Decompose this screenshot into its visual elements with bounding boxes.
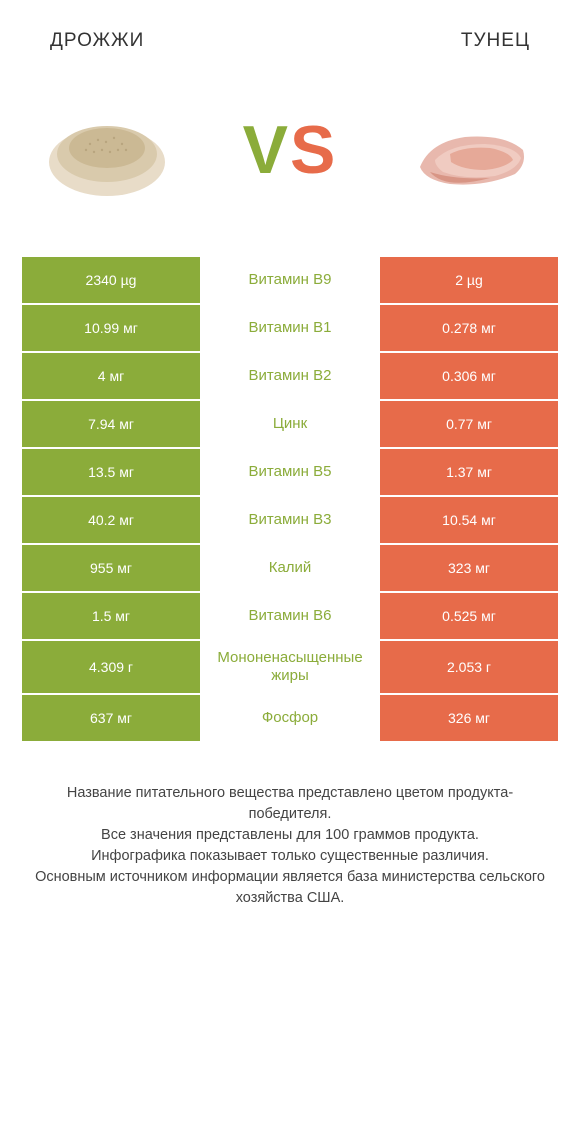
nutrient-name: Витамин B5 <box>200 449 380 495</box>
images-row: VS <box>0 62 580 257</box>
vs-label: VS <box>243 111 338 189</box>
left-value: 2340 µg <box>22 257 200 303</box>
right-value: 1.37 мг <box>380 449 558 495</box>
nutrient-name: Витамин B9 <box>200 257 380 303</box>
comparison-table: 2340 µgВитамин B92 µg10.99 мгВитамин B10… <box>0 257 580 743</box>
table-row: 2340 µgВитамин B92 µg <box>22 257 558 305</box>
footer-line-4: Основным источником информации является … <box>26 867 554 909</box>
table-row: 955 мгКалий323 мг <box>22 545 558 593</box>
nutrient-name: Витамин B6 <box>200 593 380 639</box>
nutrient-name: Витамин B1 <box>200 305 380 351</box>
right-value: 0.306 мг <box>380 353 558 399</box>
right-value: 323 мг <box>380 545 558 591</box>
table-row: 637 мгФосфор326 мг <box>22 695 558 743</box>
left-value: 955 мг <box>22 545 200 591</box>
right-value: 326 мг <box>380 695 558 741</box>
table-row: 4.309 гМононенасыщенные жиры2.053 г <box>22 641 558 695</box>
nutrient-name: Витамин B3 <box>200 497 380 543</box>
header: ДРОЖЖИ ТУНЕЦ <box>0 0 580 62</box>
vs-v: V <box>243 112 290 188</box>
right-product-title: ТУНЕЦ <box>461 30 530 52</box>
left-value: 10.99 мг <box>22 305 200 351</box>
footer-line-3: Инфографика показывает только существенн… <box>26 846 554 867</box>
right-value: 2.053 г <box>380 641 558 693</box>
left-value: 637 мг <box>22 695 200 741</box>
vs-s: S <box>290 112 337 188</box>
nutrient-name: Цинк <box>200 401 380 447</box>
left-value: 40.2 мг <box>22 497 200 543</box>
left-product-image <box>30 72 185 227</box>
footer: Название питательного вещества представл… <box>0 743 580 939</box>
right-value: 0.278 мг <box>380 305 558 351</box>
table-row: 10.99 мгВитамин B10.278 мг <box>22 305 558 353</box>
right-value: 2 µg <box>380 257 558 303</box>
right-value: 0.77 мг <box>380 401 558 447</box>
right-value: 0.525 мг <box>380 593 558 639</box>
table-row: 7.94 мгЦинк0.77 мг <box>22 401 558 449</box>
left-value: 4.309 г <box>22 641 200 693</box>
left-value: 7.94 мг <box>22 401 200 447</box>
left-value: 13.5 мг <box>22 449 200 495</box>
left-value: 4 мг <box>22 353 200 399</box>
table-row: 13.5 мгВитамин B51.37 мг <box>22 449 558 497</box>
table-row: 4 мгВитамин B20.306 мг <box>22 353 558 401</box>
left-product-title: ДРОЖЖИ <box>50 30 144 52</box>
right-product-image <box>395 72 550 227</box>
left-value: 1.5 мг <box>22 593 200 639</box>
right-value: 10.54 мг <box>380 497 558 543</box>
table-row: 40.2 мгВитамин B310.54 мг <box>22 497 558 545</box>
table-row: 1.5 мгВитамин B60.525 мг <box>22 593 558 641</box>
nutrient-name: Мононенасыщенные жиры <box>200 641 380 693</box>
nutrient-name: Витамин B2 <box>200 353 380 399</box>
footer-line-1: Название питательного вещества представл… <box>26 783 554 825</box>
nutrient-name: Фосфор <box>200 695 380 741</box>
footer-line-2: Все значения представлены для 100 граммо… <box>26 825 554 846</box>
nutrient-name: Калий <box>200 545 380 591</box>
